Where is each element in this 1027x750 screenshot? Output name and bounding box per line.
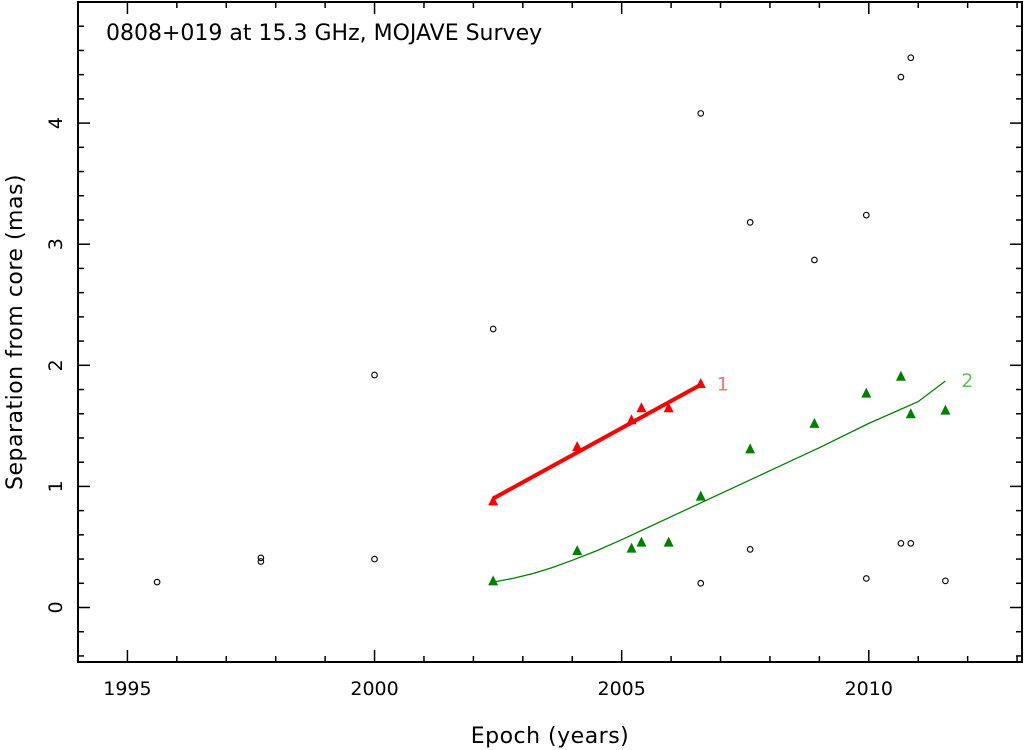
data-point bbox=[697, 579, 705, 587]
data-point bbox=[257, 554, 265, 562]
data-point-component-2 bbox=[895, 370, 906, 381]
data-point bbox=[862, 575, 870, 582]
y-axis-label: Separation from core (mas) bbox=[3, 174, 28, 490]
data-point bbox=[907, 539, 915, 547]
y-tick-label: 1 bbox=[45, 480, 67, 492]
data-point bbox=[371, 555, 378, 563]
data-point bbox=[153, 578, 161, 586]
component-label: 1 bbox=[717, 374, 729, 396]
data-point-component-2 bbox=[861, 387, 872, 398]
y-tick-label: 3 bbox=[45, 238, 67, 250]
data-point bbox=[257, 558, 265, 565]
data-point bbox=[907, 54, 915, 62]
data-point-component-1 bbox=[663, 402, 674, 413]
plot-frame bbox=[77, 1, 1023, 663]
data-point-component-1 bbox=[636, 402, 647, 413]
data-point-component-1 bbox=[488, 495, 499, 506]
data-point-component-2 bbox=[940, 404, 951, 415]
data-point bbox=[746, 219, 754, 226]
data-point bbox=[746, 546, 754, 553]
data-point bbox=[862, 211, 870, 219]
data-point bbox=[697, 110, 705, 117]
y-tick-label: 0 bbox=[45, 601, 67, 613]
chart-title: 0808+019 at 15.3 GHz, MOJAVE Survey bbox=[106, 21, 542, 46]
data-point-component-2 bbox=[745, 443, 756, 454]
data-point-component-2 bbox=[663, 536, 674, 547]
component-label: 2 bbox=[961, 370, 973, 392]
data-point-component-2 bbox=[488, 575, 499, 586]
data-point-component-2 bbox=[626, 542, 637, 553]
data-point-component-1 bbox=[626, 414, 637, 425]
fit-line-2 bbox=[493, 380, 946, 583]
data-point-component-2 bbox=[809, 417, 820, 428]
data-point-component-2 bbox=[572, 545, 583, 556]
y-tick-label: 2 bbox=[45, 359, 67, 371]
data-point bbox=[371, 371, 378, 379]
x-axis-label: Epoch (years) bbox=[471, 724, 630, 749]
x-tick-label: 2000 bbox=[350, 678, 398, 700]
fit-line-1 bbox=[492, 382, 702, 501]
x-tick-label: 1995 bbox=[103, 678, 151, 700]
data-point bbox=[811, 256, 818, 264]
data-point-component-1 bbox=[572, 440, 583, 451]
data-point-component-2 bbox=[636, 536, 647, 547]
y-tick-label: 4 bbox=[45, 117, 67, 129]
data-point bbox=[897, 539, 905, 547]
data-point-component-2 bbox=[695, 490, 706, 501]
x-tick-label: 2005 bbox=[597, 678, 645, 700]
data-point bbox=[897, 73, 905, 81]
data-point-component-2 bbox=[905, 408, 916, 419]
data-point bbox=[489, 325, 497, 333]
x-tick-label: 2010 bbox=[845, 678, 893, 700]
data-point-component-1 bbox=[695, 377, 706, 388]
data-point bbox=[942, 577, 949, 585]
